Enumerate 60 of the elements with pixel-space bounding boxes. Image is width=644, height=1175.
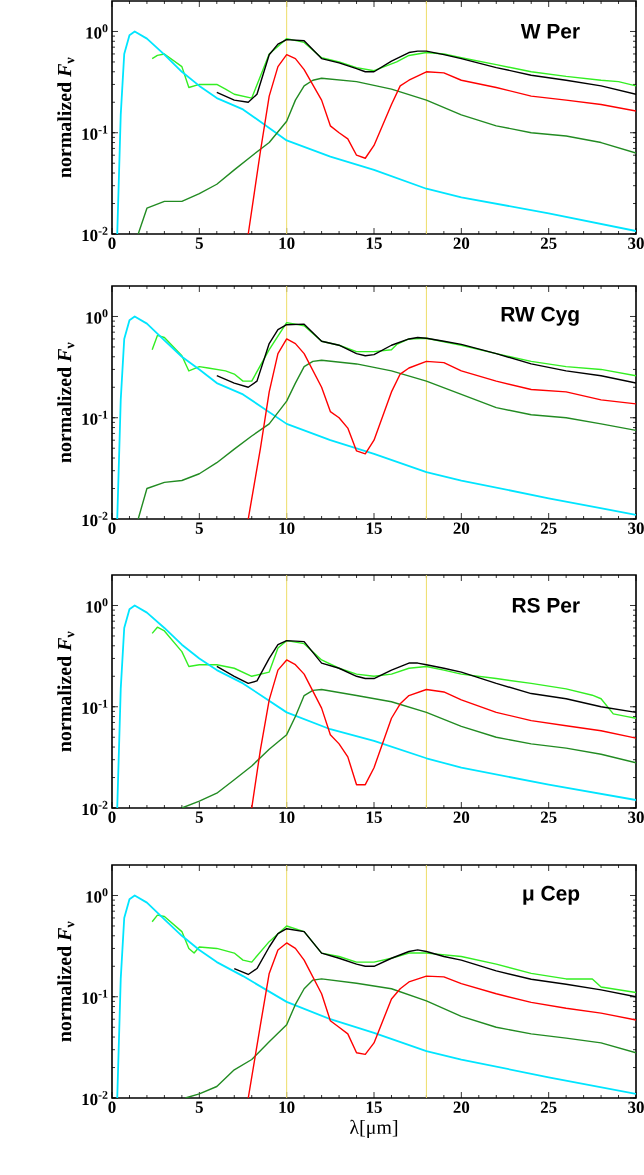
y-tick-label: 10$^{-1}$	[82, 410, 108, 425]
text: W Per	[520, 24, 580, 39]
y-tick-label: 10$^{0}$	[86, 888, 108, 903]
x-tick-label: 10	[279, 1101, 295, 1113]
y-axis-title: normalized F$_{ν}$	[57, 342, 75, 463]
line-series	[181, 688, 636, 809]
x-tick-label: 30	[628, 522, 644, 534]
x-tick-label: 15	[366, 522, 382, 534]
y-tick-label: 10$^{0}$	[86, 24, 108, 39]
x-tick-label: 30	[628, 1101, 644, 1113]
x-tick-label: 0	[108, 237, 116, 249]
x-tick-label: 10	[279, 237, 295, 249]
y-tick-label: 10$^{0}$	[86, 598, 108, 613]
line-series	[247, 53, 636, 234]
x-tick-label: 25	[540, 522, 557, 534]
x-tick-label: 20	[453, 811, 470, 823]
line-series	[247, 338, 636, 520]
line-series	[247, 942, 636, 1099]
line-series	[137, 359, 636, 520]
x-tick-label: 10	[279, 811, 295, 823]
x-tick-label: 5	[195, 811, 203, 823]
y-axis-title: normalized F$_{ν}$	[57, 57, 75, 178]
x-tick-label: 5	[195, 237, 203, 249]
x-tick-label: 10	[279, 522, 295, 534]
x-tick-label: 5	[195, 522, 203, 534]
y-tick-label: 10$^{-2}$	[82, 511, 108, 527]
y-axis-title: normalized F$_{ν}$	[57, 921, 75, 1042]
line-series	[151, 37, 636, 99]
x-tick-label: 15	[366, 237, 382, 249]
x-tick-label: 20	[453, 237, 470, 249]
y-tick-label: 10$^{-2}$	[82, 226, 108, 242]
y-tick-label: 10$^{-1}$	[82, 699, 108, 714]
x-tick-label: 5	[195, 1101, 203, 1113]
y-tick-label: 10$^{-2}$	[82, 1090, 108, 1106]
x-tick-label: 25	[540, 811, 557, 823]
text: RS Per	[512, 597, 580, 613]
line-series	[137, 77, 636, 234]
x-tick-label: 25	[540, 237, 557, 249]
y-tick-label: 10$^{-1}$	[82, 989, 108, 1004]
x-tick-label: 15	[366, 1101, 382, 1113]
x-axis-title: λ[μm]	[349, 1119, 398, 1139]
x-tick-label: 20	[453, 1101, 470, 1113]
x-tick-label: 30	[628, 811, 644, 823]
x-tick-label: 0	[108, 811, 116, 823]
line-series	[151, 626, 636, 719]
x-tick-label: 30	[628, 237, 644, 249]
y-axis-title: normalized F$_{ν}$	[57, 631, 75, 752]
text: μ Cep	[523, 885, 580, 905]
x-tick-label: 0	[108, 522, 116, 534]
x-tick-label: 0	[108, 1101, 116, 1113]
y-tick-label: 10$^{0}$	[86, 309, 108, 324]
x-tick-label: 20	[453, 522, 470, 534]
y-tick-label: 10$^{-2}$	[82, 800, 108, 816]
y-tick-label: 10$^{-1}$	[82, 125, 108, 140]
line-series	[151, 914, 636, 994]
text: RW Cyg	[501, 306, 579, 326]
x-tick-label: 15	[366, 811, 382, 823]
line-series	[251, 659, 636, 809]
x-tick-label: 25	[540, 1101, 557, 1113]
line-series	[184, 978, 636, 1099]
